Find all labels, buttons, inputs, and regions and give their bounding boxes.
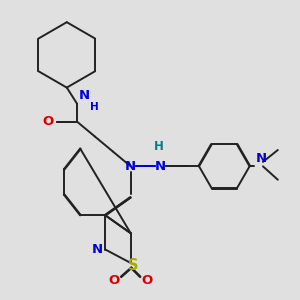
Text: H: H	[90, 103, 98, 112]
Text: N: N	[256, 152, 267, 165]
Text: O: O	[42, 115, 54, 128]
Text: O: O	[141, 274, 153, 287]
Text: S: S	[128, 258, 139, 273]
Text: O: O	[109, 274, 120, 287]
Text: N: N	[79, 89, 90, 102]
Text: N: N	[155, 160, 166, 173]
Text: N: N	[92, 243, 103, 256]
Text: N: N	[125, 160, 136, 173]
Text: H: H	[154, 140, 164, 153]
